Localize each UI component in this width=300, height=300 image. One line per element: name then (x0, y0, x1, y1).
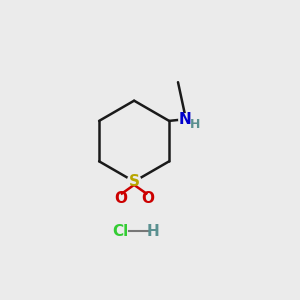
Text: H: H (146, 224, 159, 239)
Text: O: O (114, 191, 127, 206)
Text: S: S (129, 174, 140, 189)
Circle shape (179, 114, 191, 126)
Text: H: H (190, 118, 200, 131)
Circle shape (127, 175, 141, 188)
Text: N: N (178, 112, 191, 127)
Text: Cl: Cl (112, 224, 128, 239)
Text: O: O (141, 191, 154, 206)
